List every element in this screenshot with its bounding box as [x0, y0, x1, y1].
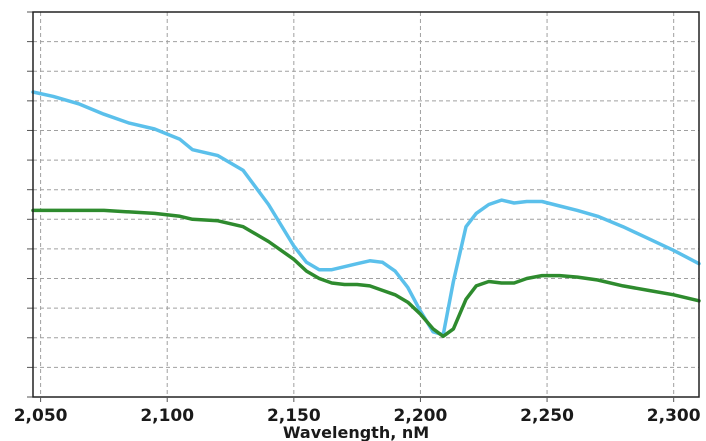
x-tick-label: 2,300 — [647, 406, 701, 426]
series-line-1 — [31, 90, 701, 337]
x-tick-label: 2,100 — [140, 406, 194, 426]
plot-area-frame — [32, 11, 700, 398]
grid-lines — [27, 11, 699, 398]
x-tick-label: 2,250 — [520, 406, 574, 426]
x-tick-label: 2,050 — [14, 406, 68, 426]
series-group — [31, 90, 701, 339]
x-tick-label: 2,200 — [394, 406, 448, 426]
x-axis-title: Wavelength, nM — [283, 423, 429, 441]
x-axis-ticks: 2,050 2,100 2,150 2,200 2,250 2,300 — [14, 397, 701, 426]
x-tick-label: 2,150 — [267, 406, 321, 426]
series-line-2 — [31, 208, 701, 339]
